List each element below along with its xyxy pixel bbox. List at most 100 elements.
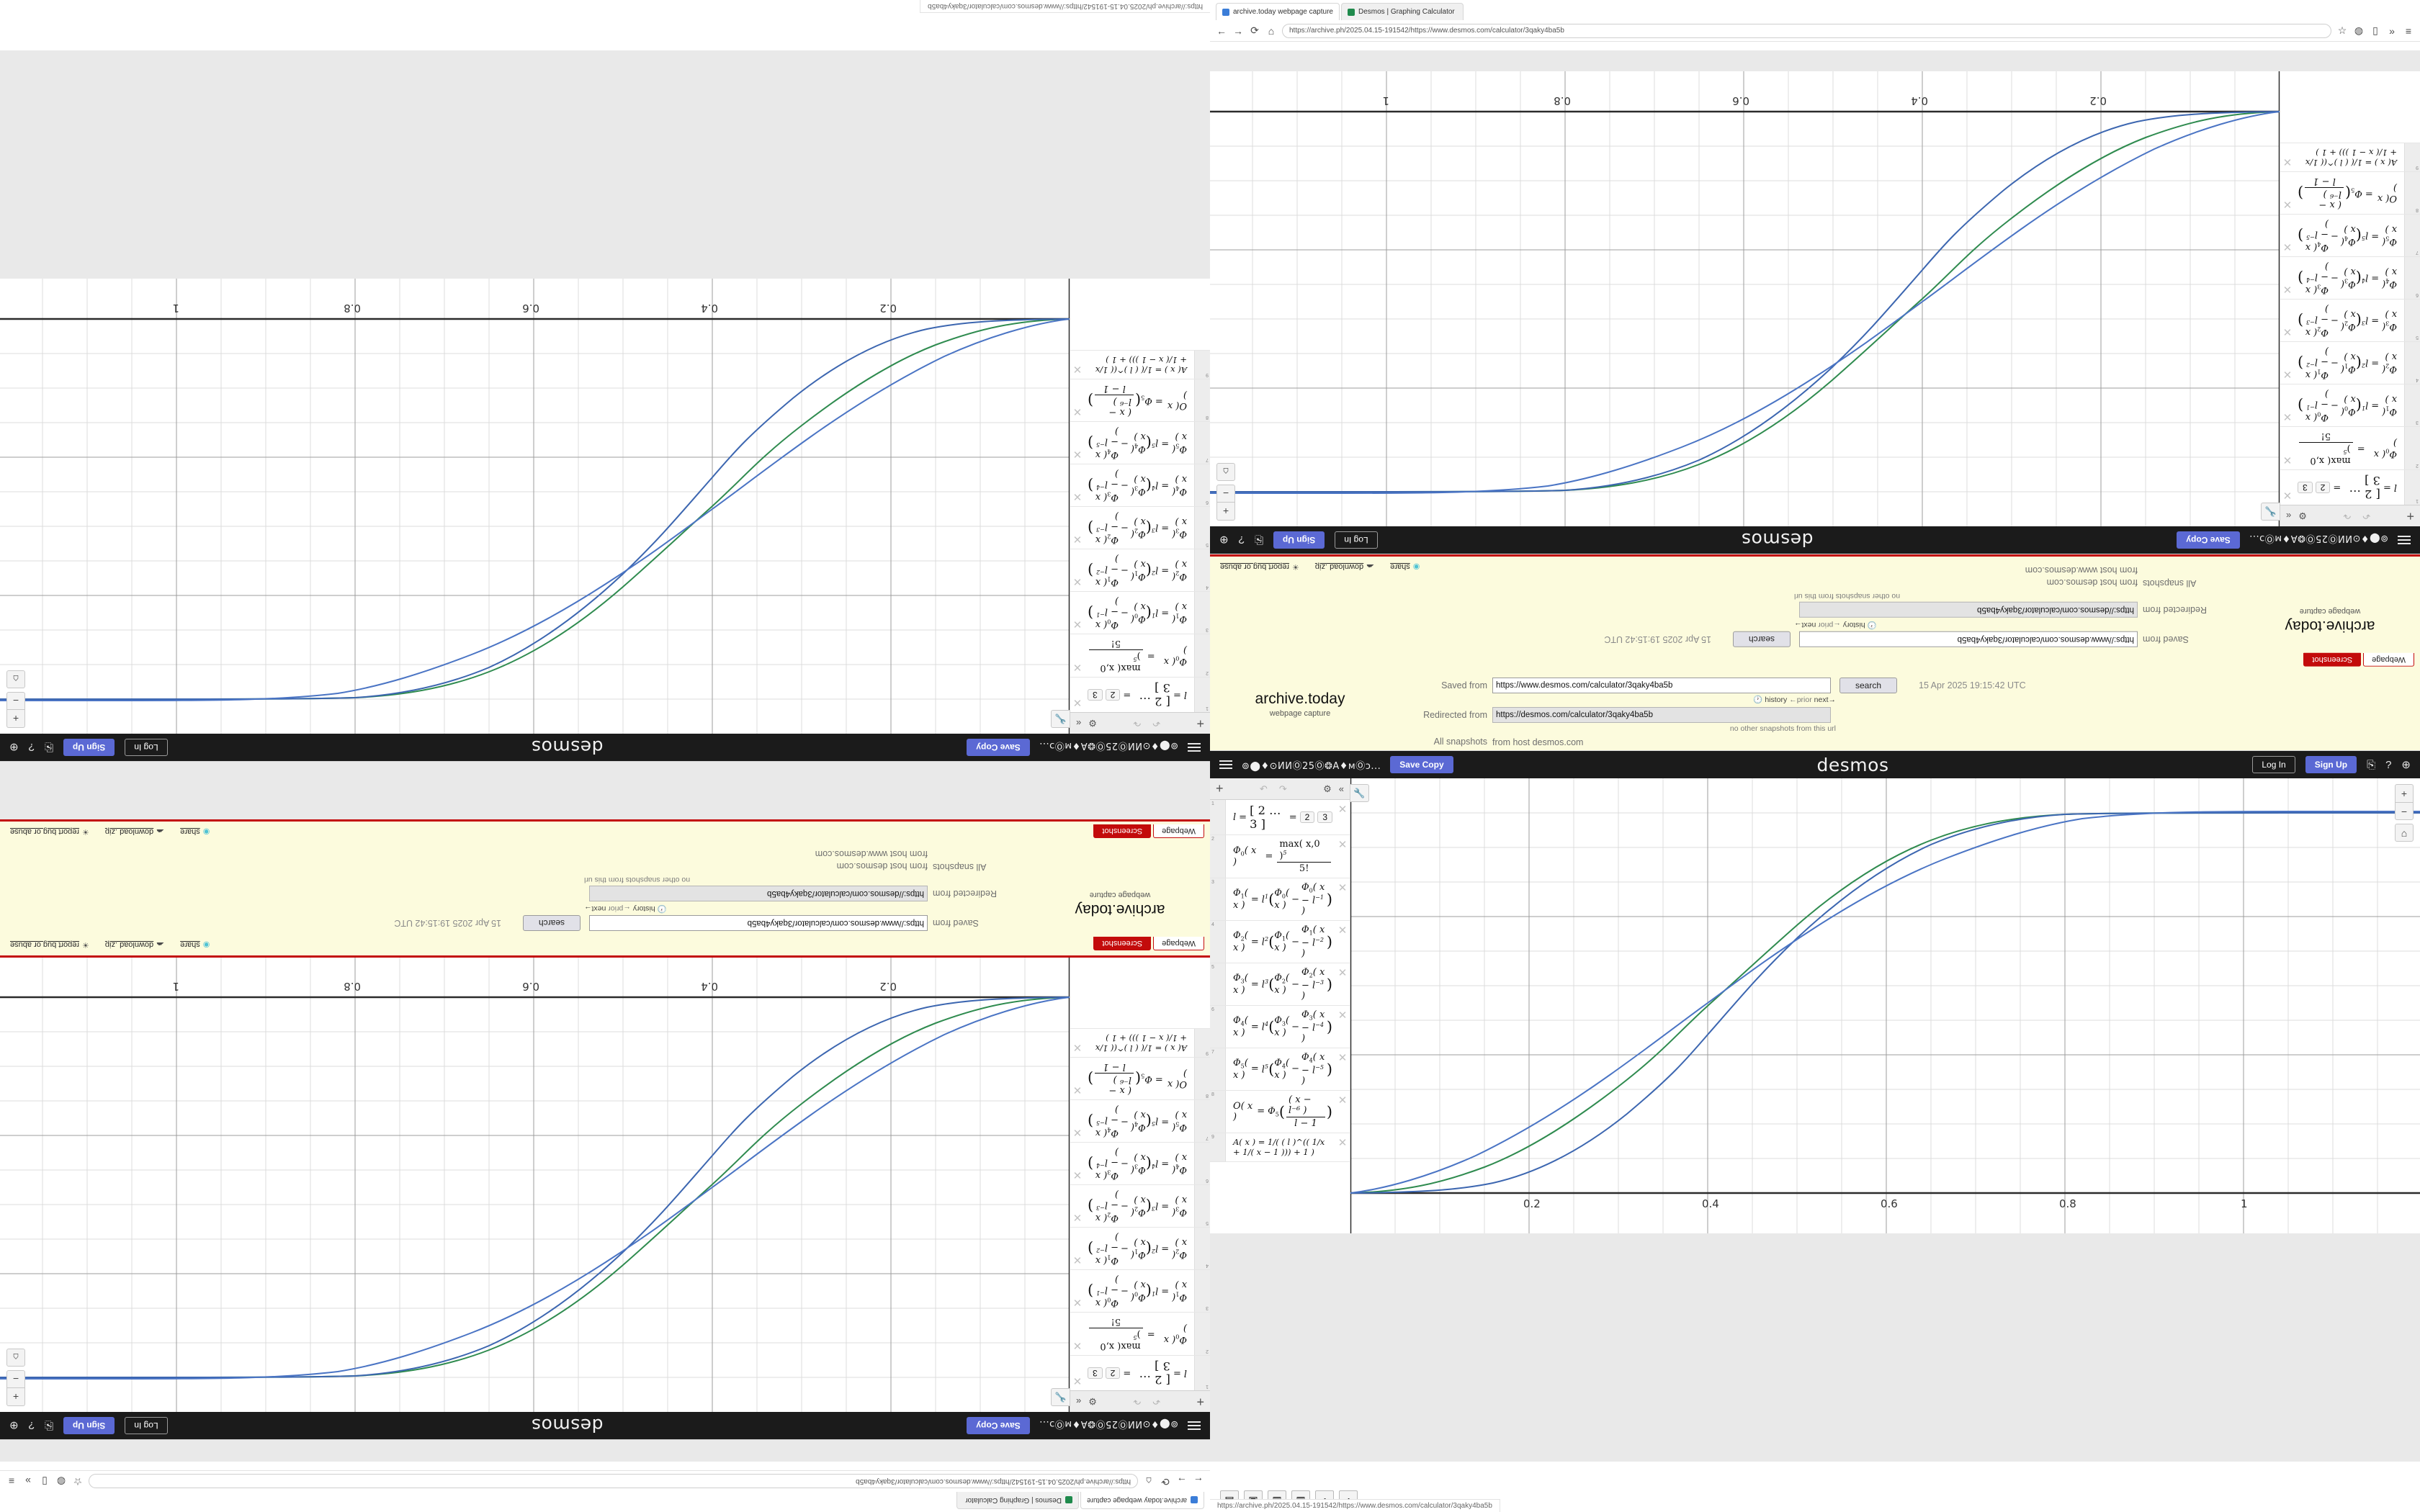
add-expression-button[interactable]: + (1196, 1395, 1204, 1409)
menu-icon[interactable]: ≡ (2405, 24, 2412, 37)
redo-button[interactable]: ↷ (1133, 1396, 1142, 1408)
expression-math-phi1[interactable]: Φ1( x ) = l1(Φ0( x ) − Φ0( x − l−1 )) (2298, 387, 2397, 423)
expression-math-phi3[interactable]: Φ3( x ) = l3(Φ2( x ) − Φ2( x − l−3 )) (2298, 302, 2397, 338)
delete-expression-icon[interactable]: ✕ (1072, 447, 1083, 460)
save-copy-button[interactable]: Save Copy (2177, 531, 2240, 549)
back-arrow-icon[interactable]: ← (1193, 1475, 1204, 1488)
expression-math-phi4[interactable]: Φ4( x ) = l4( Φ3( x ) − Φ3( x − l−4 )) (1088, 1146, 1187, 1181)
expression-math-phi5[interactable]: Φ5( x ) = l5(Φ4( x ) − Φ4( x − l−5 )) (1233, 1052, 1332, 1086)
delete-expression-icon[interactable]: ✕ (1072, 661, 1083, 673)
undo-button[interactable]: ↶ (1259, 783, 1268, 794)
delete-expression-icon[interactable]: ✕ (1072, 490, 1083, 503)
search-button[interactable]: search (523, 915, 581, 931)
reload-icon[interactable]: ⟳ (1161, 1476, 1170, 1488)
log-in-button[interactable]: Log In (125, 739, 168, 756)
help-icon[interactable]: ? (1238, 534, 1245, 546)
report-link[interactable]: ☀report bug or abuse (1220, 562, 1299, 572)
expression-math-interval[interactable]: l = [ 2 … 3 ] = 2 3 (2295, 470, 2404, 505)
delete-expression-icon[interactable]: ✕ (1072, 1041, 1083, 1054)
language-globe-icon[interactable]: ⊕ (1219, 534, 1229, 546)
tab-webpage[interactable]: Webpage (2363, 652, 2414, 667)
expression-row[interactable]: 4 Φ2( x ) = l2(Φ1( x ) − Φ1( x − l−2 )) ✕ (2280, 341, 2420, 384)
history-link[interactable]: history (1765, 695, 1788, 704)
result-value-a[interactable]: 2 (1299, 811, 1315, 823)
help-icon[interactable]: ? (28, 1419, 35, 1432)
collapse-panel-button[interactable]: « (2286, 510, 2292, 522)
delete-expression-icon[interactable]: ✕ (1072, 1210, 1083, 1223)
language-globe-icon[interactable]: ⊕ (9, 741, 19, 753)
log-in-button[interactable]: Log In (125, 1417, 168, 1434)
delete-expression-icon[interactable]: ✕ (1337, 839, 1348, 851)
delete-expression-icon[interactable]: ✕ (1337, 1094, 1348, 1107)
delete-expression-icon[interactable]: ✕ (1337, 882, 1348, 895)
expression-math-phi1[interactable]: Φ1( x ) = l1(Φ0( x ) − Φ0( x − l−1 )) (1233, 882, 1332, 917)
report-link[interactable]: ☀report bug or abuse (10, 940, 89, 950)
help-icon[interactable]: ? (28, 741, 35, 754)
expression-math-A[interactable]: A( x ) = 1/( ( l )^(( 1/x + 1/( x − 1 ))… (1226, 1133, 1335, 1161)
expression-math-phi5[interactable]: Φ5( x ) = l5(Φ4( x ) − Φ4( x − l−5 )) (1088, 426, 1187, 460)
expression-row[interactable]: 6 Φ4( x ) = l4(Φ3( x ) − Φ3( x − l−4 )) ✕ (1070, 463, 1210, 506)
save-copy-button[interactable]: Save Copy (1390, 756, 1453, 773)
delete-expression-icon[interactable]: ✕ (2282, 282, 2293, 295)
result-value-b[interactable]: 3 (1088, 689, 1103, 701)
delete-expression-icon[interactable]: ✕ (2282, 325, 2293, 338)
expression-list[interactable]: 1 l = [ 2 … 3 ] = 2 3 (1210, 800, 1350, 1233)
hamburger-menu-icon[interactable] (1219, 760, 1232, 769)
expression-row[interactable]: 2 Φ0( x ) = max( x,0 )5 5! ✕ (1070, 633, 1210, 677)
share-link[interactable]: ◉share (1390, 562, 1420, 572)
expression-math-phi4[interactable]: Φ4( x ) = l4(Φ3( x ) − Φ3( x − l−4 )) (1088, 467, 1187, 503)
bookmark-star-icon[interactable]: ☆ (73, 1476, 83, 1488)
delete-expression-icon[interactable]: ✕ (1072, 617, 1083, 630)
graph-canvas[interactable]: 0.2 0.4 0.6 0.8 1 🔧 + (1210, 71, 2280, 526)
delete-expression-icon[interactable]: ✕ (1072, 1125, 1083, 1138)
expression-row[interactable]: 8 O( x ) = Φ5( ( x − l⁻⁶ ) l − 1 ) (1210, 1090, 1350, 1133)
expression-math-phi0[interactable]: Φ0( x ) = max( x,0 )5 5! (1085, 634, 1194, 677)
expression-row[interactable]: 3 Φ1( x ) = l1(Φ0( x ) − Φ0( x − l−1 )) ✕ (1070, 590, 1210, 634)
delete-expression-icon[interactable]: ✕ (1072, 1339, 1083, 1351)
download-link[interactable]: ☁download .zip (105, 827, 164, 837)
expression-math-phi0[interactable]: Φ0( x ) = max( x,0 )5 5! (1226, 835, 1335, 878)
tab-screenshot[interactable]: Screenshot (2303, 652, 2362, 667)
expression-math-A[interactable]: A( x ) = 1/( ( l )^(( 1/x + 1/( x − 1 ))… (1085, 351, 1194, 379)
browser-tab-archive[interactable]: archive.today webpage capture (1080, 1492, 1204, 1509)
expression-math-phi2[interactable]: Φ2( x ) = l2(Φ1( x ) − Φ1( x − l−2 )) (1088, 552, 1187, 588)
expression-row[interactable]: 6 Φ4( x ) = l4( Φ3( x ) − Φ3( x − l−4 )) ✕ (1070, 1141, 1210, 1184)
expression-row[interactable]: 5 Φ3( x ) = l3(Φ2( x ) − Φ2( x − l−3 )) ✕ (1210, 963, 1350, 1007)
hamburger-menu-icon[interactable] (2398, 536, 2411, 544)
wrench-icon[interactable]: 🔧 (1350, 784, 1369, 802)
hamburger-menu-icon[interactable] (1188, 1421, 1201, 1430)
search-button[interactable]: search (1839, 677, 1897, 693)
share-icon[interactable]: ⎘ (44, 1419, 53, 1432)
log-in-button[interactable]: Log In (2252, 756, 2295, 773)
expression-row[interactable]: 6 Φ4( x ) = l4(Φ3( x ) − Φ3( x − l−4 )) ✕ (2280, 256, 2420, 299)
delete-expression-icon[interactable]: ✕ (2282, 489, 2293, 501)
bookmark-star-icon[interactable]: ☆ (2337, 24, 2347, 36)
delete-expression-icon[interactable]: ✕ (1072, 696, 1083, 708)
expression-row[interactable]: 7 Φ5( x ) = l5(Φ4( x ) − Φ4( x − l−5 )) ✕ (1070, 421, 1210, 464)
gear-icon[interactable]: ⚙ (2298, 510, 2307, 522)
result-value-a[interactable]: 2 (1105, 689, 1121, 701)
saved-from-input[interactable]: https://www.desmos.com/calculator/3qaky4… (1799, 631, 2138, 647)
expression-row[interactable]: 5 Φ3( x ) = l3( Φ2( x ) − Φ2( x − l−3 )) ✕ (1070, 1184, 1210, 1227)
delete-expression-icon[interactable]: ✕ (1072, 575, 1083, 588)
expression-math-phi4[interactable]: Φ4( x ) = l4(Φ3( x ) − Φ3( x − l−4 )) (2298, 260, 2397, 295)
delete-expression-icon[interactable]: ✕ (2282, 240, 2293, 253)
expression-math-interval[interactable]: l = [ 2 … 3 ] = 2 3 (1085, 678, 1194, 712)
save-copy-button[interactable]: Save Copy (967, 1417, 1030, 1434)
home-icon[interactable]: ⌂ (2395, 824, 2414, 842)
forward-arrow-icon[interactable]: → (1233, 24, 1243, 37)
extensions-icon[interactable]: » (2389, 24, 2395, 37)
library-icon[interactable]: ▯ (2372, 24, 2378, 36)
help-icon[interactable]: ? (2385, 758, 2392, 771)
url-bar[interactable]: https://archive.ph/2025.04.15-191542/htt… (89, 1474, 1138, 1489)
expression-math-phi3[interactable]: Φ3( x ) = l3( Φ2( x ) − Φ2( x − l−3 )) (1088, 1188, 1187, 1223)
redirected-from-input[interactable]: https://desmos.com/calculator/3qaky4ba5b (1799, 601, 2138, 618)
delete-expression-icon[interactable]: ✕ (1072, 1084, 1083, 1097)
delete-expression-icon[interactable]: ✕ (1337, 1136, 1348, 1149)
tab-screenshot[interactable]: Screenshot (1093, 824, 1152, 839)
next-link[interactable]: next→ (1794, 620, 1816, 629)
delete-expression-icon[interactable]: ✕ (1337, 967, 1348, 980)
delete-expression-icon[interactable]: ✕ (2282, 454, 2293, 466)
download-link[interactable]: ☁download .zip (105, 940, 164, 950)
undo-button[interactable]: ↶ (2362, 510, 2371, 522)
